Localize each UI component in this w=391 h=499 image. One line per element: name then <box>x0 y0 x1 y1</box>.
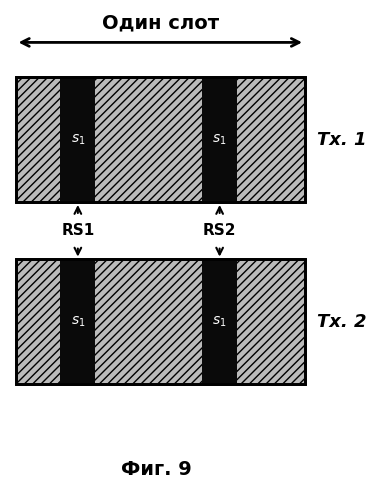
Text: $s_1$: $s_1$ <box>71 133 85 147</box>
Text: Фиг. 9: Фиг. 9 <box>121 460 192 479</box>
Text: $s_1$: $s_1$ <box>212 315 227 329</box>
Text: Tx. 2: Tx. 2 <box>317 313 366 331</box>
Bar <box>61 77 95 202</box>
Text: $s_1$: $s_1$ <box>212 133 227 147</box>
Text: Один слот: Один слот <box>102 13 219 32</box>
Text: $s_1$: $s_1$ <box>71 315 85 329</box>
Bar <box>61 259 95 384</box>
Bar <box>16 259 305 384</box>
Bar <box>16 77 305 202</box>
Bar <box>202 77 237 202</box>
Text: RS2: RS2 <box>203 223 237 239</box>
Bar <box>16 259 305 384</box>
Text: Tx. 1: Tx. 1 <box>317 131 366 149</box>
Bar <box>16 77 305 202</box>
Bar <box>202 259 237 384</box>
Text: RS1: RS1 <box>61 223 95 239</box>
